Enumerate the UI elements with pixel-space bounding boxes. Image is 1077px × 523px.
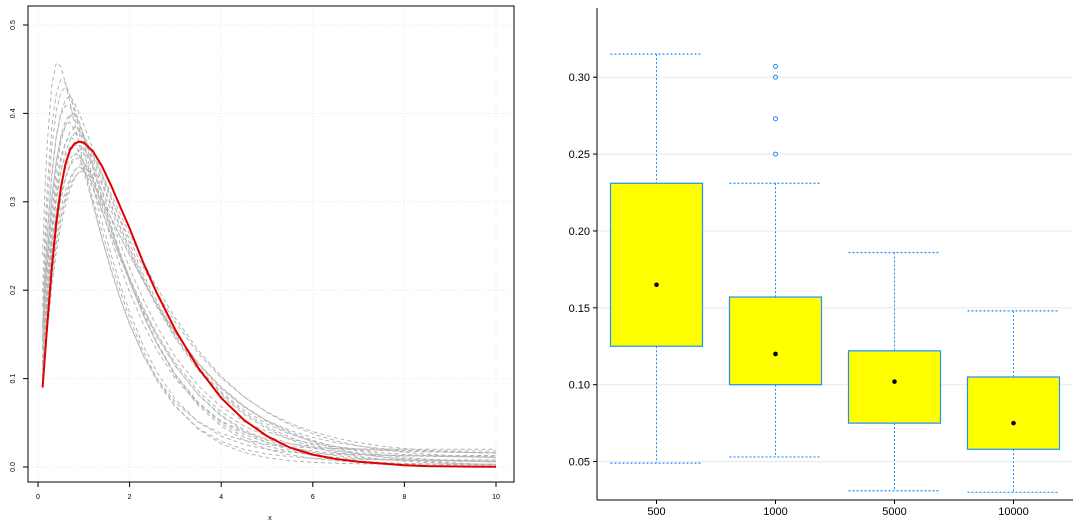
boxplot-mean-marker bbox=[654, 282, 659, 288]
boxplot-outlier-point bbox=[773, 116, 778, 122]
density-sample-curve bbox=[42, 61, 496, 450]
density-sample-curve bbox=[42, 86, 497, 454]
density-x-tick-label: 10 bbox=[492, 494, 500, 501]
density-y-tick-label: 0.5 bbox=[10, 20, 17, 30]
density-y-tick-label: 0.2 bbox=[10, 285, 17, 295]
density-x-tick-label: 6 bbox=[311, 494, 315, 501]
density-sample-curve bbox=[42, 153, 497, 463]
boxplot-y-tick-label: 0.15 bbox=[569, 303, 590, 315]
density-sample-curve bbox=[42, 121, 497, 458]
density-sample-curve bbox=[42, 143, 497, 462]
density-y-tick-label: 0.3 bbox=[10, 197, 17, 207]
boxplot-y-tick-label: 0.20 bbox=[569, 226, 590, 238]
boxplot-box bbox=[966, 376, 1061, 450]
density-plot-frame bbox=[27, 5, 515, 483]
boxplot-y-tick-label: 0.30 bbox=[569, 72, 590, 84]
boxplot-x-tick-label: 5000 bbox=[882, 506, 906, 518]
boxplot-y-tick-label: 0.05 bbox=[569, 457, 590, 469]
density-chart: 0 2 4 6 8 10 0.0 0.1 0.2 0.3 0.4 0.5 x bbox=[10, 5, 515, 522]
density-x-tick-label: 8 bbox=[402, 494, 406, 501]
density-true-curve-line bbox=[41, 140, 497, 468]
boxplot-outlier-point bbox=[773, 63, 778, 69]
density-true-curve bbox=[41, 140, 497, 468]
boxplot-chart: 0.05 0.10 0.15 0.20 0.25 0.30 500 1000 5000 10000 bbox=[569, 8, 1073, 518]
density-sample-curve bbox=[42, 170, 497, 465]
density-sample-curve bbox=[42, 112, 496, 457]
density-sample-curve bbox=[42, 166, 497, 466]
boxplot-mean-marker bbox=[1011, 420, 1016, 426]
density-x-tick-label: 0 bbox=[36, 494, 40, 501]
boxplot-outlier-point bbox=[773, 74, 778, 80]
density-sample-curve bbox=[42, 104, 497, 454]
density-grid bbox=[29, 8, 513, 481]
density-sample-curve bbox=[42, 161, 497, 465]
density-y-tick-label: 0.1 bbox=[10, 374, 17, 384]
boxplot-box bbox=[847, 350, 942, 424]
boxplot-x-tick-label: 500 bbox=[647, 506, 665, 518]
boxplot-x-tick-label: 1000 bbox=[763, 506, 787, 518]
density-axes: 0 2 4 6 8 10 0.0 0.1 0.2 0.3 0.4 0.5 bbox=[10, 20, 500, 501]
density-sample-curve bbox=[42, 78, 496, 452]
density-y-tick-label: 0.4 bbox=[10, 108, 17, 118]
boxplot-mean-marker bbox=[773, 351, 778, 357]
density-sample-curve bbox=[42, 113, 496, 456]
boxplot-outlier-point bbox=[773, 151, 778, 157]
boxplot-mean-marker bbox=[892, 379, 897, 384]
density-x-tick-label: 2 bbox=[128, 494, 132, 501]
boxplot-y-tick-label: 0.25 bbox=[569, 149, 590, 161]
density-sample-curves bbox=[42, 61, 497, 466]
density-sample-curve bbox=[42, 148, 497, 463]
boxplot-axes: 0.05 0.10 0.15 0.20 0.25 0.30 500 1000 5000 10000 bbox=[569, 8, 1073, 518]
density-x-axis-label: x bbox=[268, 515, 272, 522]
density-sample-curve bbox=[42, 166, 497, 465]
boxplot-box bbox=[728, 296, 823, 386]
boxplot-y-tick-label: 0.10 bbox=[569, 380, 590, 392]
boxplot-x-tick-label: 10000 bbox=[998, 506, 1029, 518]
boxplot-boxes bbox=[609, 53, 1061, 493]
density-sample-curve bbox=[42, 94, 497, 454]
density-sample-curve bbox=[42, 156, 496, 465]
density-x-tick-label: 4 bbox=[219, 494, 223, 501]
density-y-tick-label: 0.0 bbox=[10, 462, 17, 472]
boxplot-box bbox=[609, 182, 704, 347]
density-sample-curve bbox=[42, 130, 497, 458]
density-sample-curve bbox=[42, 126, 497, 458]
